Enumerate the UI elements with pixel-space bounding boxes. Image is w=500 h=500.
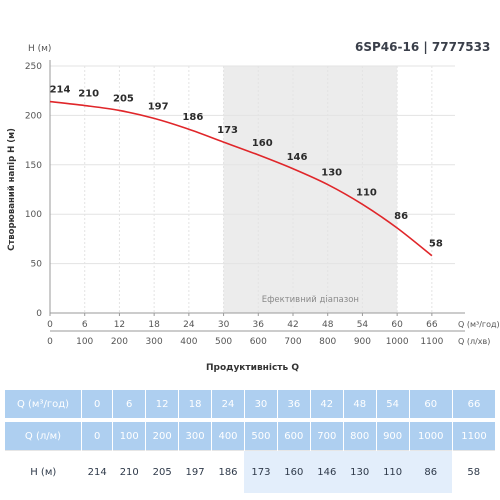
table-cell: 300 [178,422,212,451]
x-unit-top: Q (м³/год) [458,320,500,329]
data-label: 110 [356,187,377,198]
data-label: 210 [78,89,99,100]
table-cell: 600 [276,422,311,451]
table-cell: 200 [145,422,179,451]
table-row: H (м) 214 210 205 197 186 173 160 146 130 110 86 58 [5,450,495,493]
table-row-spacer [5,418,495,422]
x-tick-label-bottom: 500 [215,337,232,347]
y-tick-label: 0 [36,309,42,319]
spacer-cell [5,418,495,422]
efficiency-range-band [223,66,398,313]
x-tick-label-bottom: 900 [354,337,371,347]
x-tick-label-top: 24 [183,320,195,330]
x-tick-label-bottom: 1000 [386,337,409,347]
table-cell: 36 [276,390,311,418]
table-cell: 110 [376,450,410,493]
table-cell: 146 [310,450,344,493]
table-cell: 160 [277,450,311,493]
table-cell: 400 [211,422,245,451]
y-tick-label: 200 [25,111,42,121]
x-tick-label-bottom: 200 [111,337,128,347]
table-cell: 48 [342,390,377,418]
table-cell: 86 [409,450,453,493]
table-row-label: Q (м³/год) [5,390,82,418]
table-cell: 66 [451,390,495,418]
efficiency-range-label: Ефективний діапазон [262,295,359,305]
y-axis-unit: H (м) [28,44,51,54]
table-cell: 130 [343,450,377,493]
y-tick-label: 100 [25,210,42,220]
data-label: 205 [113,93,134,104]
pump-curve-chart: Ефективний діапазон 0 50 100 150 200 250 H (м) С… [6,44,500,373]
table-cell: 58 [452,450,495,493]
table-cell: 0 [80,422,113,451]
table-cell: 1100 [451,422,495,451]
table-cell: 24 [211,390,245,418]
x-tick-label-top: 36 [253,320,265,330]
y-axis-label: Створюваний напір H (м) [6,128,17,251]
x-tick-label-top: 48 [322,320,334,330]
x-tick-label-top: 30 [218,320,230,330]
x-tick-label-bottom: 400 [180,337,197,347]
table-cell: 700 [309,422,344,451]
table-cell: 214 [81,450,113,493]
x-tick-label-bottom: 300 [146,337,163,347]
table-cell: 100 [112,422,146,451]
table-cell: 800 [342,422,377,451]
data-label: 197 [148,101,169,112]
x-tick-label-top: 42 [287,320,298,330]
data-label: 130 [321,168,342,179]
y-tick-label: 150 [25,161,42,171]
x-tick-label-top: 6 [82,320,88,330]
table-cell: 210 [112,450,146,493]
table-cell: 6 [112,390,146,418]
x-axis-label: Продуктивність Q [206,362,299,373]
table-cell: 54 [375,390,410,418]
x-unit-bottom: Q (л/хв) [458,337,490,346]
x-tick-label-bottom: 1100 [420,337,443,347]
x-tick-label-top: 54 [357,320,369,330]
table-cell: 900 [375,422,410,451]
table-cell: 500 [243,422,278,451]
data-label: 186 [182,112,203,123]
x-tick-label-bottom: 0 [47,337,53,347]
table-cell: 205 [145,450,179,493]
data-label: 146 [287,152,308,163]
x-tick-label-top: 66 [426,320,438,330]
x-tick-label-bottom: 700 [284,337,301,347]
chart-title: 6SP46-16 | 7777533 [355,40,491,54]
table-row: Q (л/м) 0 100 200 300 400 500 600 700 800 900 1000 1… [5,422,495,451]
data-label: 58 [429,239,443,250]
table-cell: 42 [309,390,344,418]
y-tick-label: 50 [31,260,43,270]
series-line [49,100,433,257]
table-row-label: H (м) [5,450,82,493]
data-label: 86 [394,211,408,222]
x-tick-label-bottom: 600 [250,337,267,347]
x-tick-label-bottom: 800 [319,337,336,347]
table-cell: 60 [408,390,453,418]
x-tick-label-top: 18 [148,320,160,330]
x-tick-label-top: 12 [114,320,125,330]
table-cell: 30 [243,390,278,418]
table-cell: 1000 [408,422,453,451]
y-tick-label: 250 [25,62,42,72]
table-cell: 18 [178,390,212,418]
table-cell: 173 [244,450,278,493]
table-row: Q (м³/год) 0 6 12 18 24 30 36 42 48 54 60 66 [5,390,495,418]
x-tick-label-bottom: 100 [76,337,93,347]
table-cell: 186 [211,450,245,493]
performance-table: Q (м³/год) 0 6 12 18 24 30 36 42 48 54 60 66 Q (л/м) 0… [5,390,495,493]
data-label: 173 [217,125,238,136]
data-label: 160 [252,138,273,149]
data-label: 214 [50,85,71,96]
table-cell: 12 [145,390,179,418]
x-tick-label-top: 60 [391,320,403,330]
table-cell: 197 [178,450,212,493]
table-cell: 0 [80,390,113,418]
table-row-label: Q (л/м) [5,422,82,451]
x-tick-label-top: 0 [47,320,53,330]
